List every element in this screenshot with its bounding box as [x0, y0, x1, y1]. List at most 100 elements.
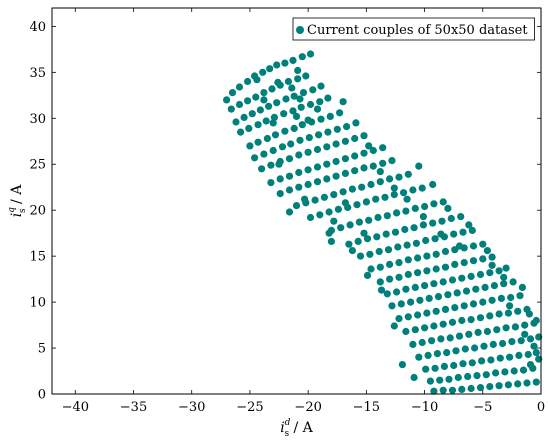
data-point [400, 189, 408, 197]
data-point [332, 157, 340, 166]
data-point [514, 307, 522, 315]
data-point [499, 339, 507, 348]
data-point [422, 365, 430, 373]
data-point [260, 150, 268, 158]
data-point [376, 178, 384, 186]
y-axis-label-superscript: q [7, 207, 17, 213]
data-point [372, 195, 380, 203]
data-point [402, 207, 410, 215]
y-tick-label: 10 [29, 296, 46, 311]
data-point [483, 247, 491, 255]
data-point [317, 115, 325, 123]
x-axis-label-unit: / A [289, 420, 314, 436]
data-point [423, 309, 431, 317]
data-point [358, 183, 366, 191]
data-point [436, 376, 444, 384]
data-point [363, 235, 372, 243]
data-point [271, 131, 280, 139]
data-point [441, 305, 450, 313]
data-point [473, 372, 481, 380]
data-point [526, 361, 535, 369]
data-point [390, 322, 398, 330]
data-point [519, 366, 528, 374]
data-point [455, 332, 464, 340]
data-point [346, 221, 354, 229]
data-point [256, 106, 264, 114]
data-point [517, 337, 525, 345]
data-point [259, 68, 267, 76]
data-point [295, 168, 303, 177]
data-point [273, 99, 281, 107]
data-point [330, 217, 338, 225]
data-point [521, 321, 529, 329]
data-point [317, 82, 325, 90]
data-point [471, 344, 479, 352]
legend: Current couples of 50x50 dataset [292, 17, 535, 41]
data-point [285, 155, 294, 163]
data-point [304, 180, 312, 189]
data-point [441, 247, 450, 256]
data-point [429, 219, 437, 227]
x-tick-label: −35 [120, 400, 147, 415]
x-tick-label: 0 [537, 400, 545, 415]
data-point [421, 202, 429, 211]
data-point [254, 138, 262, 146]
data-point [292, 112, 301, 120]
data-point [365, 216, 373, 224]
data-point [376, 263, 384, 271]
data-point [482, 371, 490, 379]
data-point [355, 218, 363, 226]
data-point [411, 204, 419, 212]
data-point [450, 230, 458, 238]
data-point [451, 260, 459, 268]
data-point [254, 121, 262, 129]
data-point [294, 66, 302, 75]
data-point [428, 337, 436, 345]
x-tick-label: −40 [62, 400, 89, 415]
data-point [415, 353, 423, 361]
data-point [377, 286, 386, 294]
data-point [273, 61, 281, 69]
data-point [403, 195, 411, 203]
data-point [339, 98, 347, 106]
data-point [493, 326, 501, 334]
data-point [500, 280, 508, 288]
data-point [434, 293, 443, 301]
data-point [369, 162, 377, 170]
data-point [464, 372, 472, 381]
data-point [365, 142, 373, 150]
data-point [515, 351, 523, 359]
data-point [316, 211, 324, 219]
data-point [262, 117, 270, 125]
data-point [488, 253, 496, 261]
data-point [281, 59, 289, 67]
data-point [440, 362, 448, 370]
data-point [323, 160, 331, 168]
data-point [386, 275, 394, 283]
data-point [395, 259, 403, 267]
data-point [451, 304, 459, 312]
x-axis-label-subscript: s [284, 429, 289, 439]
data-point [514, 380, 522, 388]
data-point [284, 77, 292, 86]
data-point [345, 240, 353, 248]
data-point [244, 77, 252, 86]
data-point [341, 137, 349, 145]
data-point [367, 180, 375, 189]
data-point [411, 326, 419, 334]
data-point [373, 233, 381, 241]
data-point [334, 205, 342, 213]
data-point [240, 113, 248, 121]
data-point [414, 311, 422, 319]
data-point [232, 118, 240, 126]
data-point [497, 294, 505, 302]
data-point [304, 116, 312, 124]
y-tick-label: 30 [29, 112, 46, 127]
data-point [383, 212, 391, 220]
data-point [341, 199, 349, 207]
data-point [462, 287, 471, 295]
data-point [325, 229, 333, 237]
data-point [348, 185, 356, 193]
data-point [404, 256, 412, 264]
data-point [393, 209, 401, 217]
